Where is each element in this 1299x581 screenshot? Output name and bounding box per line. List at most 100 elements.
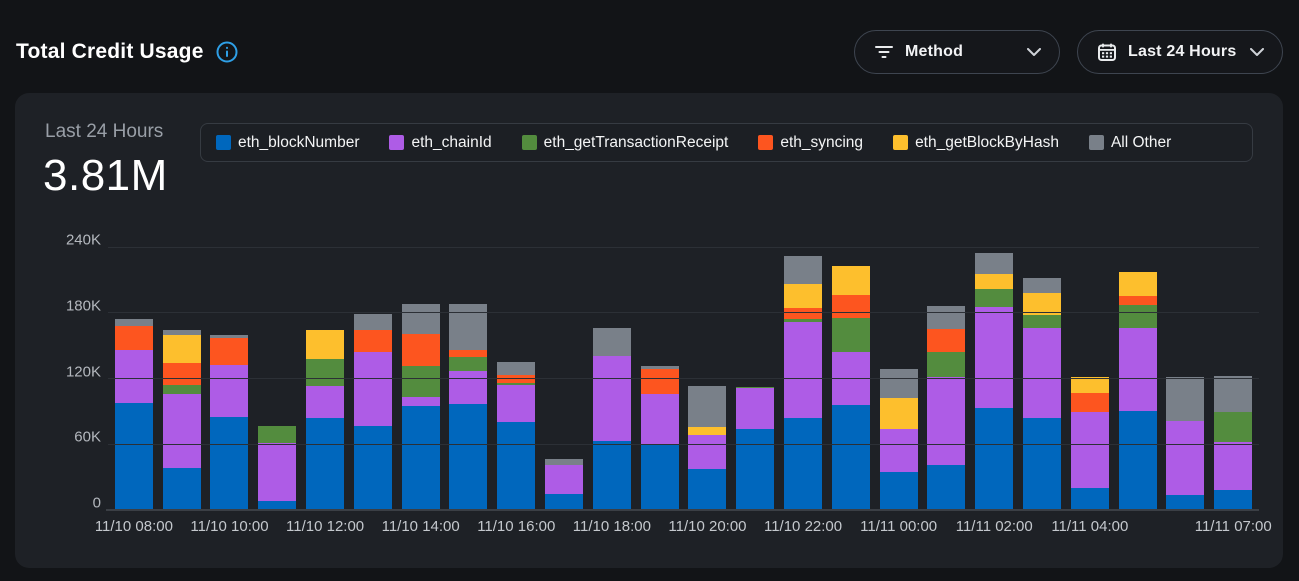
bar-11/10 22:00[interactable] bbox=[784, 255, 823, 510]
segment-eth_chainId[interactable] bbox=[592, 355, 631, 441]
segment-eth_getBlockByHash[interactable] bbox=[1070, 377, 1109, 393]
segment-eth_chainId[interactable] bbox=[353, 352, 392, 426]
segment-eth_blockNumber[interactable] bbox=[784, 417, 823, 510]
segment-eth_chainId[interactable] bbox=[1023, 328, 1062, 418]
segment-eth_blockNumber[interactable] bbox=[1070, 488, 1109, 510]
bar-11/11 00:00[interactable] bbox=[879, 368, 918, 510]
segment-eth_blockNumber[interactable] bbox=[306, 417, 345, 510]
segment-eth_getBlockByHash[interactable] bbox=[831, 265, 870, 296]
bar-11/10 10:00[interactable] bbox=[210, 334, 249, 510]
segment-eth_chainId[interactable] bbox=[640, 393, 679, 446]
bar-11/10 18:00[interactable] bbox=[592, 328, 631, 510]
segment-eth_syncing[interactable] bbox=[210, 337, 249, 366]
segment-eth_chainId[interactable] bbox=[688, 435, 727, 470]
segment-eth_chainId[interactable] bbox=[1118, 328, 1157, 412]
segment-eth_blockNumber[interactable] bbox=[114, 402, 153, 510]
segment-eth_chainId[interactable] bbox=[449, 370, 488, 404]
method-filter-dropdown[interactable]: Method bbox=[854, 29, 1060, 74]
segment-eth_chainId[interactable] bbox=[306, 386, 345, 418]
segment-All-Other[interactable] bbox=[497, 362, 536, 376]
segment-eth_getBlockByHash[interactable] bbox=[162, 334, 201, 364]
segment-eth_syncing[interactable] bbox=[449, 350, 488, 357]
segment-eth_syncing[interactable] bbox=[831, 295, 870, 319]
segment-All-Other[interactable] bbox=[1023, 277, 1062, 294]
legend-item-All-Other[interactable]: All Other bbox=[1088, 134, 1171, 152]
bar-11/11 03:00[interactable] bbox=[1023, 277, 1062, 510]
segment-All-Other[interactable] bbox=[401, 304, 440, 334]
segment-eth_blockNumber[interactable] bbox=[592, 440, 631, 510]
segment-eth_blockNumber[interactable] bbox=[162, 468, 201, 510]
segment-eth_getBlockByHash[interactable] bbox=[306, 330, 345, 359]
segment-eth_syncing[interactable] bbox=[401, 333, 440, 367]
bar-11/10 23:00[interactable] bbox=[831, 265, 870, 510]
segment-eth_getTransactionReceipt[interactable] bbox=[784, 319, 823, 322]
segment-eth_chainId[interactable] bbox=[975, 307, 1014, 409]
segment-eth_getBlockByHash[interactable] bbox=[688, 426, 727, 436]
segment-eth_getTransactionReceipt[interactable] bbox=[306, 358, 345, 387]
bar-11/11 06:00[interactable] bbox=[1166, 377, 1205, 510]
segment-All-Other[interactable] bbox=[592, 328, 631, 356]
segment-eth_getTransactionReceipt[interactable] bbox=[1214, 412, 1253, 443]
segment-eth_chainId[interactable] bbox=[736, 388, 775, 429]
segment-eth_chainId[interactable] bbox=[497, 385, 536, 423]
bar-11/11 02:00[interactable] bbox=[975, 252, 1014, 510]
segment-eth_chainId[interactable] bbox=[162, 393, 201, 469]
segment-eth_syncing[interactable] bbox=[114, 325, 153, 351]
segment-eth_chainId[interactable] bbox=[401, 397, 440, 406]
segment-All-Other[interactable] bbox=[975, 252, 1014, 275]
segment-eth_blockNumber[interactable] bbox=[353, 425, 392, 510]
segment-eth_blockNumber[interactable] bbox=[449, 403, 488, 510]
segment-eth_syncing[interactable] bbox=[1070, 392, 1109, 413]
bar-11/10 09:00[interactable] bbox=[162, 330, 201, 510]
segment-eth_chainId[interactable] bbox=[927, 377, 966, 466]
segment-eth_syncing[interactable] bbox=[353, 330, 392, 353]
segment-eth_blockNumber[interactable] bbox=[736, 428, 775, 510]
segment-All-Other[interactable] bbox=[784, 255, 823, 285]
legend-item-eth_chainId[interactable]: eth_chainId bbox=[389, 134, 492, 152]
segment-eth_syncing[interactable] bbox=[927, 329, 966, 353]
segment-eth_blockNumber[interactable] bbox=[879, 471, 918, 510]
bar-11/11 07:00[interactable] bbox=[1214, 376, 1253, 510]
segment-eth_getBlockByHash[interactable] bbox=[975, 274, 1014, 289]
segment-eth_getTransactionReceipt[interactable] bbox=[1118, 305, 1157, 329]
segment-All-Other[interactable] bbox=[114, 319, 153, 326]
segment-All-Other[interactable] bbox=[1214, 376, 1253, 413]
info-icon[interactable] bbox=[216, 41, 238, 63]
segment-eth_getBlockByHash[interactable] bbox=[1118, 272, 1157, 297]
segment-eth_blockNumber[interactable] bbox=[831, 404, 870, 510]
segment-eth_blockNumber[interactable] bbox=[401, 405, 440, 510]
segment-eth_syncing[interactable] bbox=[1118, 296, 1157, 306]
segment-eth_syncing[interactable] bbox=[497, 375, 536, 383]
segment-eth_getTransactionReceipt[interactable] bbox=[736, 387, 775, 389]
segment-eth_getTransactionReceipt[interactable] bbox=[831, 318, 870, 353]
bar-11/11 05:00[interactable] bbox=[1118, 272, 1157, 510]
segment-eth_blockNumber[interactable] bbox=[497, 422, 536, 510]
segment-eth_getTransactionReceipt[interactable] bbox=[497, 382, 536, 386]
segment-eth_blockNumber[interactable] bbox=[210, 416, 249, 510]
segment-eth_getTransactionReceipt[interactable] bbox=[975, 288, 1014, 308]
segment-eth_syncing[interactable] bbox=[640, 368, 679, 394]
bar-11/10 12:00[interactable] bbox=[306, 330, 345, 510]
bar-11/10 15:00[interactable] bbox=[449, 303, 488, 510]
segment-eth_getBlockByHash[interactable] bbox=[879, 398, 918, 429]
segment-All-Other[interactable] bbox=[210, 334, 249, 338]
segment-All-Other[interactable] bbox=[1166, 377, 1205, 422]
segment-eth_blockNumber[interactable] bbox=[640, 445, 679, 510]
segment-eth_blockNumber[interactable] bbox=[927, 465, 966, 510]
bar-11/10 21:00[interactable] bbox=[736, 387, 775, 510]
bar-11/10 08:00[interactable] bbox=[114, 319, 153, 510]
segment-eth_chainId[interactable] bbox=[545, 465, 584, 494]
segment-eth_chainId[interactable] bbox=[1070, 412, 1109, 489]
segment-eth_blockNumber[interactable] bbox=[688, 469, 727, 510]
segment-All-Other[interactable] bbox=[353, 313, 392, 331]
segment-eth_chainId[interactable] bbox=[1214, 442, 1253, 491]
segment-All-Other[interactable] bbox=[162, 330, 201, 335]
segment-eth_getTransactionReceipt[interactable] bbox=[258, 425, 297, 444]
segment-eth_getTransactionReceipt[interactable] bbox=[401, 366, 440, 398]
segment-eth_chainId[interactable] bbox=[879, 428, 918, 472]
segment-eth_blockNumber[interactable] bbox=[975, 408, 1014, 510]
bar-11/11 01:00[interactable] bbox=[927, 306, 966, 510]
segment-All-Other[interactable] bbox=[688, 386, 727, 427]
time-range-dropdown[interactable]: Last 24 Hours bbox=[1077, 29, 1283, 74]
segment-eth_blockNumber[interactable] bbox=[1166, 494, 1205, 510]
